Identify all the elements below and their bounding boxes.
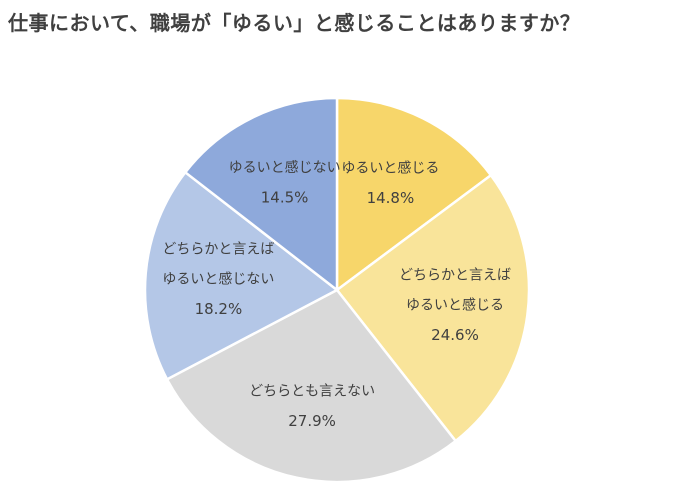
pie-slice-3 — [165, 288, 458, 484]
slice-category-label: どちらかと言えば — [162, 242, 274, 258]
slice-value-label: 18.2% — [195, 300, 243, 318]
pie-slice-5 — [183, 96, 339, 293]
slice-value-label: 27.9% — [288, 412, 336, 430]
pie-slice-2 — [335, 173, 531, 443]
pie-slice-4 — [143, 170, 340, 381]
slice-category-label: ゆるいと感じる — [406, 297, 504, 314]
slice-value-label: 24.6% — [431, 326, 479, 344]
slice-category-label: ゆるいと感じる — [341, 160, 439, 177]
pie-slice-1 — [335, 96, 493, 293]
slice-label-5: ゆるいと感じない 14.5% — [229, 159, 341, 207]
slice-value-label: 14.5% — [261, 189, 309, 207]
slice-category-label: ゆるいと感じない — [162, 271, 274, 288]
chart-title: 仕事において、職場が「ゆるい」と感じることはありますか？ — [8, 11, 581, 35]
slice-value-label: 14.8% — [367, 189, 415, 207]
slice-label-1: ゆるいと感じる 14.8% — [341, 160, 439, 208]
slice-label-3: どちらとも言えない 27.9% — [249, 383, 375, 430]
slice-category-label: どちらとも言えない — [249, 383, 375, 399]
slice-category-label: ゆるいと感じない — [229, 159, 341, 176]
slice-category-label: どちらかと言えば — [399, 268, 511, 284]
